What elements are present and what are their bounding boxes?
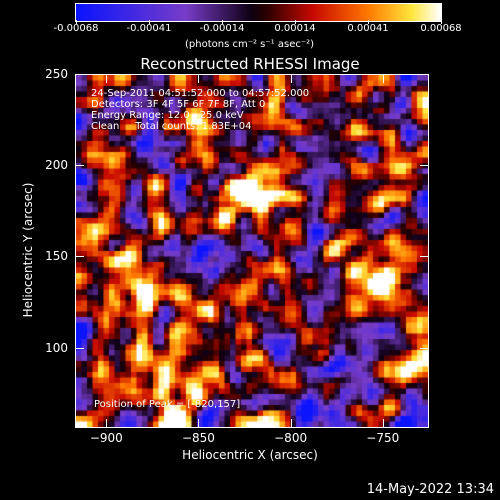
y-tick-mark (420, 74, 428, 75)
colorbar-tick-mark (368, 20, 369, 24)
y-tick-label: 100 (45, 340, 68, 355)
x-tick-mark (382, 419, 384, 427)
y-tick-label: 250 (45, 67, 68, 81)
timestamp: 14-May-2022 13:34 (366, 482, 494, 497)
colorbar-unit: (photons cm⁻² s⁻¹ asec⁻²) (185, 39, 315, 50)
colorbar-tick-mark (295, 20, 296, 24)
rhessi-image (76, 75, 428, 427)
colorbar-tick-mark (222, 20, 223, 24)
y-tick-mark (76, 165, 84, 167)
y-tick-mark (76, 256, 84, 258)
y-tick-mark (420, 256, 428, 258)
x-tick-label: −800 (274, 431, 308, 445)
x-tick-mark (198, 419, 200, 427)
colorbar-tick-mark (441, 20, 442, 24)
info-time: 24-Sep-2011 04:51:52.000 to 04:57:52.000 (91, 88, 310, 99)
y-tick-label: 200 (45, 158, 68, 173)
colorbar-gradient (76, 4, 441, 21)
x-tick-label: −750 (366, 431, 400, 445)
x-tick-label: −900 (89, 431, 123, 445)
y-axis-label: Heliocentric Y (arcsec) (21, 182, 35, 318)
x-tick-mark (198, 75, 200, 83)
x-axis-label: Heliocentric X (arcsec) (182, 448, 318, 462)
colorbar (75, 3, 442, 22)
y-tick-label: 150 (45, 249, 68, 264)
x-tick-mark (106, 75, 108, 83)
info-energy: Energy Range: 12.0 - 25.0 keV (91, 110, 244, 121)
colorbar-tick-label: 0.00041 (347, 23, 389, 34)
y-tick-mark (76, 347, 84, 349)
info-peak: Position of Peak = [-820,157] (94, 399, 241, 410)
colorbar-tick-mark (76, 20, 77, 24)
x-tick-label: −850 (181, 431, 215, 445)
colorbar-tick-mark (149, 20, 150, 24)
image-title: Reconstructed RHESSI Image (140, 55, 360, 73)
y-tick-mark (420, 347, 428, 349)
colorbar-tick-label: -0.00014 (199, 23, 245, 34)
colorbar-tick-label: -0.00041 (126, 23, 172, 34)
image-plot: 24-Sep-2011 04:51:52.000 to 04:57:52.000… (75, 74, 429, 428)
info-clean: Clean Total counts: 1.83E+04 (91, 121, 252, 132)
x-tick-mark (290, 419, 292, 427)
x-tick-mark (290, 75, 292, 83)
colorbar-tick-label: 0.00068 (420, 23, 462, 34)
x-tick-mark (382, 75, 384, 83)
y-tick-mark (420, 165, 428, 167)
colorbar-tick-label: 0.00014 (274, 23, 316, 34)
colorbar-tick-label: -0.00068 (53, 23, 99, 34)
y-tick-mark (76, 74, 84, 75)
info-detectors: Detectors: 3F 4F 5F 6F 7F 8F, Att 0 (91, 99, 266, 110)
x-tick-mark (106, 419, 108, 427)
